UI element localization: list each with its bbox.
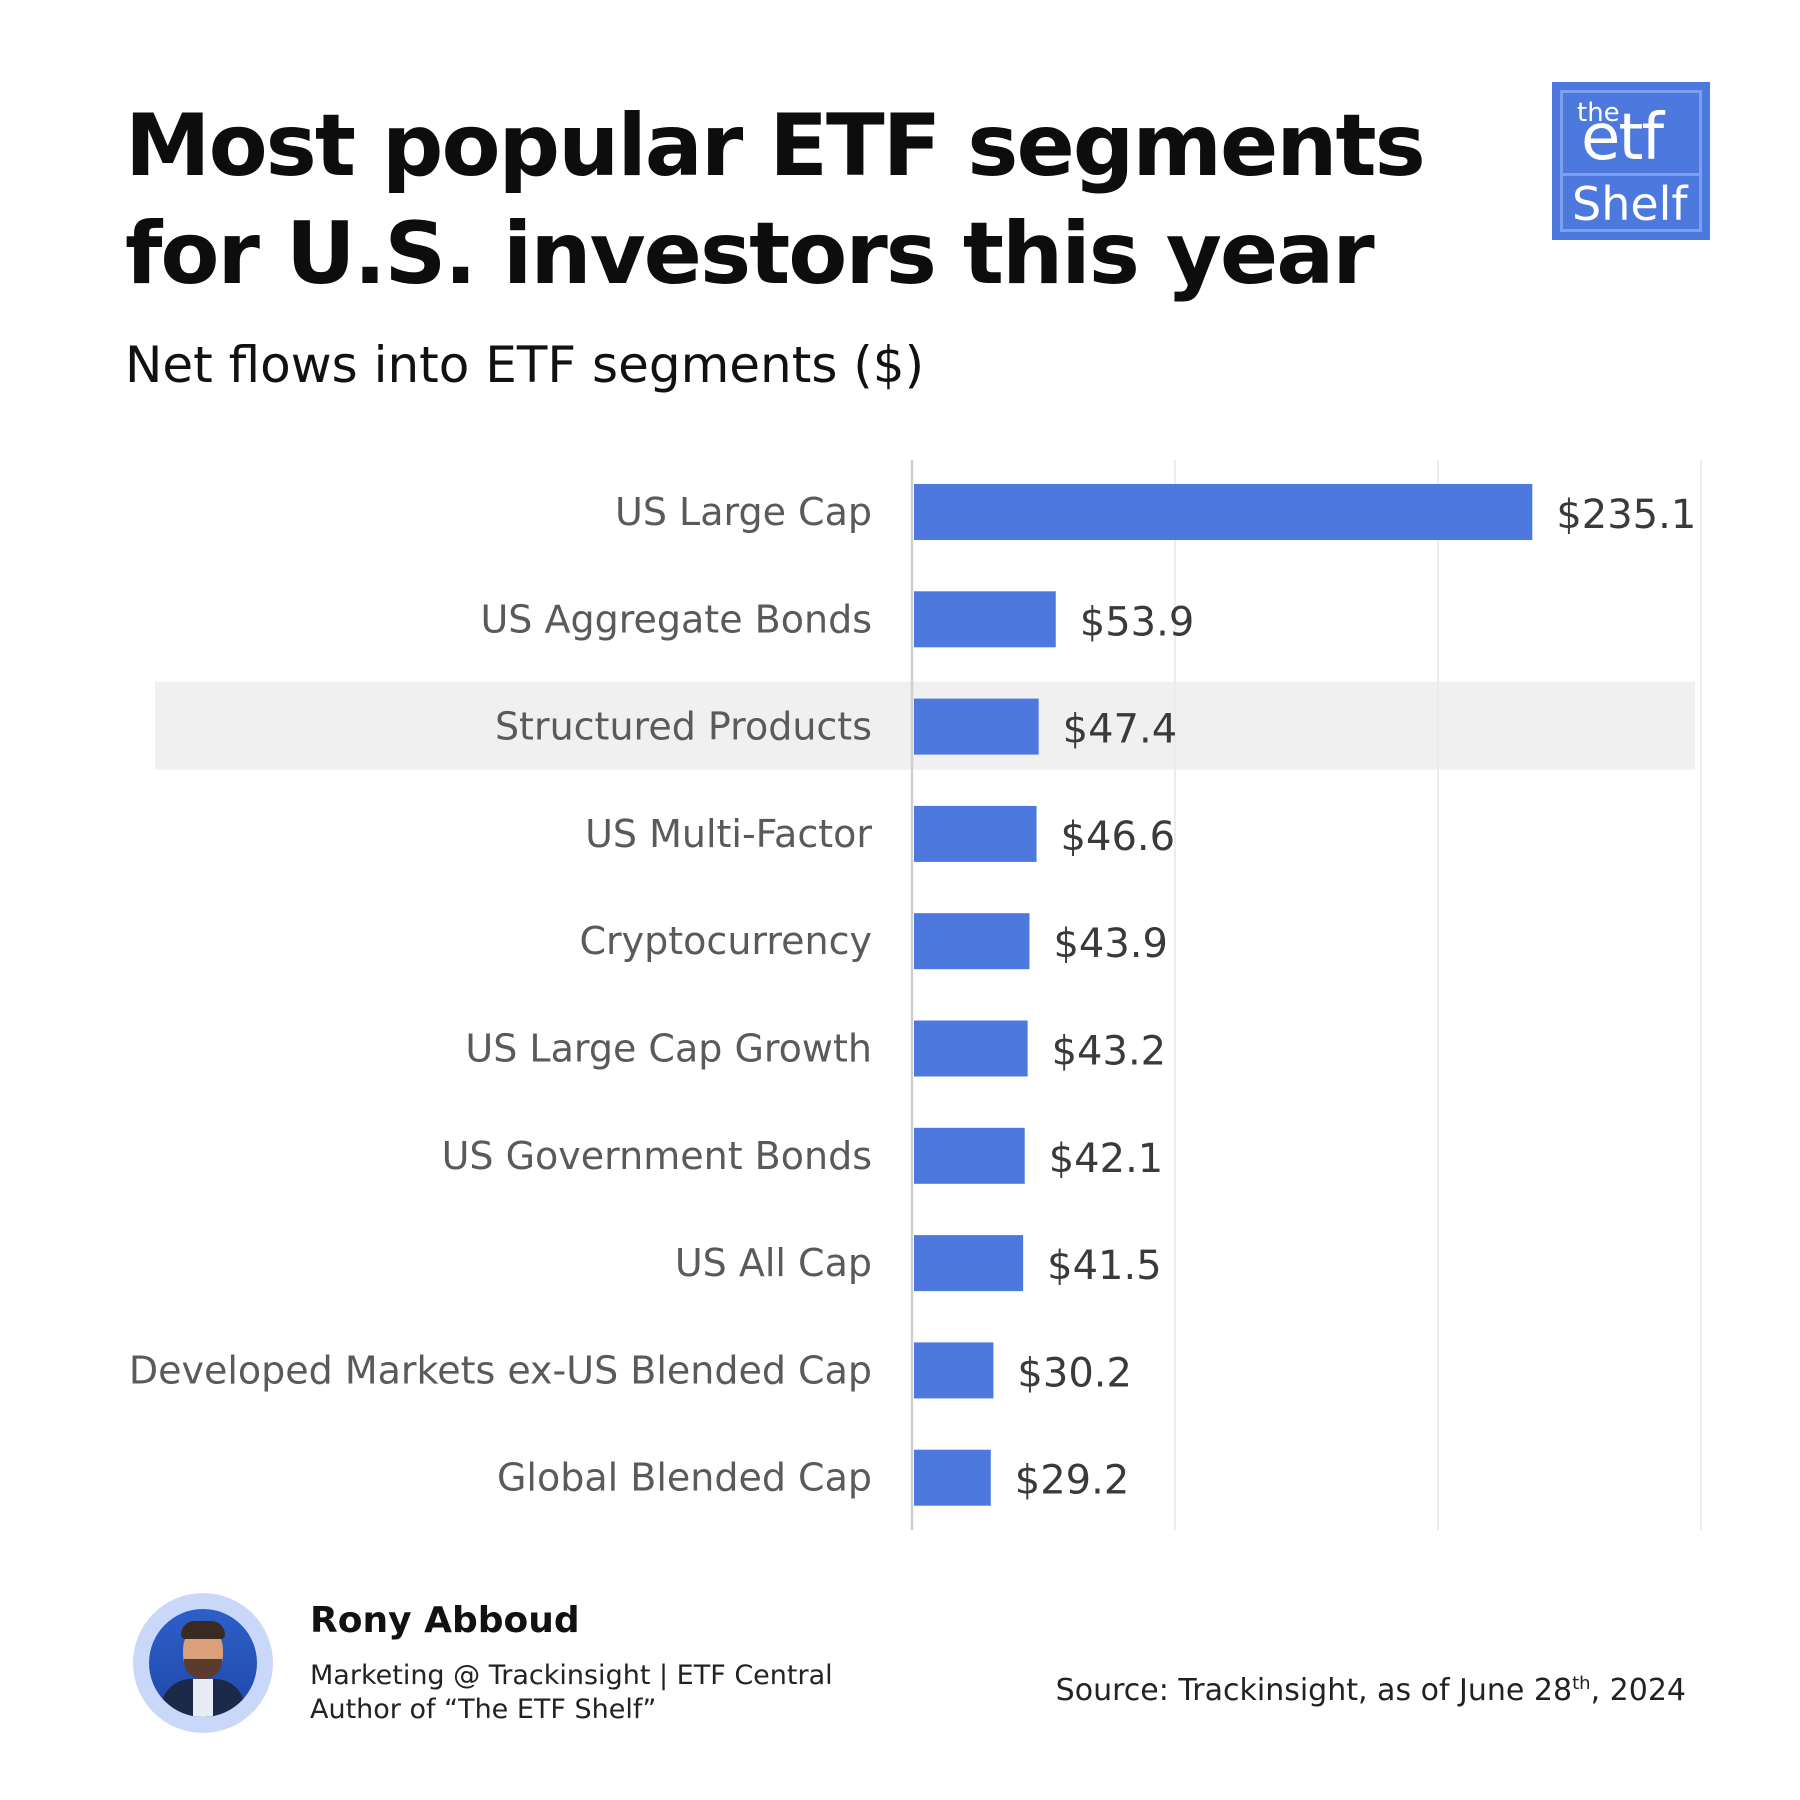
category-label: Structured Products [495,705,872,749]
value-label: $47.4 [1063,707,1178,753]
author-book: Author of “The ETF Shelf” [310,1694,657,1725]
logo-etf-text: etf [1581,101,1664,175]
avatar-photo [149,1609,257,1717]
avatar [133,1593,273,1733]
source-prefix: Source: Trackinsight, as of June 28 [1055,1673,1573,1708]
value-label: $30.2 [1017,1350,1132,1396]
category-label: US Multi-Factor [585,812,872,856]
bar [914,1020,1028,1077]
bar [914,1342,994,1399]
author-name: Rony Abboud [310,1600,580,1641]
logo-divider [1563,173,1699,176]
source-suffix: , 2024 [1590,1673,1686,1708]
chart-subtitle: Net flows into ETF segments ($) [125,336,925,394]
bar [914,591,1056,648]
source-note: Source: Trackinsight, as of June 28th, 2… [1056,1673,1686,1708]
page-title: Most popular ETF segments for U.S. inves… [125,92,1445,308]
value-label: $29.2 [1015,1458,1130,1504]
bar [914,913,1030,970]
bar [914,1127,1025,1184]
bar-chart: US Large Cap $235.1 US Aggregate Bonds $53.… [129,460,1702,1530]
value-label: $53.9 [1080,599,1195,645]
category-label: US All Cap [675,1241,872,1285]
value-label: $235.1 [1556,492,1696,538]
value-label: $42.1 [1049,1136,1164,1182]
bar [914,698,1039,755]
bar [914,805,1037,862]
bar [914,1449,991,1506]
title-line-1: Most popular ETF segments [125,96,1426,196]
category-label: Developed Markets ex-US Blended Cap [129,1348,872,1392]
bar [914,1235,1024,1292]
title-line-2: for U.S. investors this year [125,204,1375,304]
value-label: $41.5 [1047,1243,1162,1289]
logo-shelf-text: Shelf [1572,177,1688,231]
category-label: US Government Bonds [442,1134,872,1178]
category-label: US Large Cap [615,490,872,534]
value-label: $43.2 [1052,1029,1167,1075]
category-label: Cryptocurrency [580,919,872,963]
source-sup: th [1572,1673,1591,1694]
value-label: $43.9 [1053,921,1168,967]
logo-the-text: the [1577,98,1620,128]
category-label: US Aggregate Bonds [480,597,872,641]
etf-shelf-logo: the etf Shelf [1552,82,1710,240]
bar [914,484,1533,540]
author-role: Marketing @ Trackinsight | ETF Central [310,1660,833,1691]
category-label: US Large Cap Growth [465,1027,872,1071]
category-label: Global Blended Cap [497,1456,872,1500]
value-label: $46.6 [1061,814,1176,860]
